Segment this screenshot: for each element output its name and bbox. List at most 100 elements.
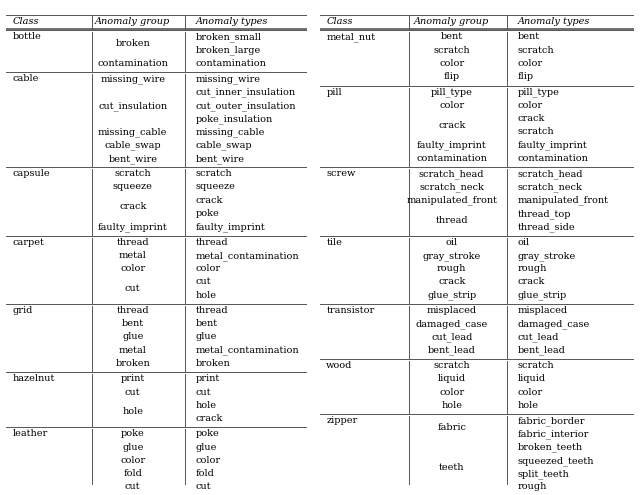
Text: color: color <box>518 59 543 68</box>
Text: scratch_neck: scratch_neck <box>419 183 484 192</box>
Text: hole: hole <box>196 291 217 299</box>
Text: glue_strip: glue_strip <box>518 291 567 300</box>
Text: scratch_head: scratch_head <box>518 169 583 179</box>
Text: metal: metal <box>119 251 147 260</box>
Text: hole: hole <box>441 401 462 410</box>
Text: bent_wire: bent_wire <box>108 154 157 164</box>
Text: scratch: scratch <box>518 361 554 370</box>
Text: hazelnut: hazelnut <box>12 374 55 383</box>
Text: color: color <box>518 101 543 110</box>
Text: thread: thread <box>196 238 228 247</box>
Text: crack: crack <box>438 121 465 130</box>
Text: manipulated_front: manipulated_front <box>518 196 609 205</box>
Text: cut: cut <box>125 284 141 293</box>
Text: cut_outer_insulation: cut_outer_insulation <box>196 101 296 110</box>
Text: contamination: contamination <box>196 59 267 68</box>
Text: capsule: capsule <box>12 169 50 178</box>
Text: broken: broken <box>196 359 230 368</box>
Text: zipper: zipper <box>326 416 358 425</box>
Text: poke: poke <box>121 429 145 439</box>
Text: broken: broken <box>115 359 150 368</box>
Text: faulty_imprint: faulty_imprint <box>518 141 588 150</box>
Text: pill: pill <box>326 88 342 97</box>
Text: contamination: contamination <box>416 154 487 163</box>
Text: fabric: fabric <box>437 423 466 432</box>
Text: scratch: scratch <box>433 361 470 370</box>
Text: crack: crack <box>196 196 223 205</box>
Text: faulty_imprint: faulty_imprint <box>196 222 266 232</box>
Text: gray_stroke: gray_stroke <box>422 251 481 260</box>
Text: screw: screw <box>326 169 356 178</box>
Text: split_teeth: split_teeth <box>518 469 570 479</box>
Text: Class: Class <box>326 16 353 26</box>
Text: Anomaly group: Anomaly group <box>95 16 170 26</box>
Text: cut_inner_insulation: cut_inner_insulation <box>196 88 296 97</box>
Text: bent_lead: bent_lead <box>518 346 566 355</box>
Text: metal_contamination: metal_contamination <box>196 251 300 260</box>
Text: color: color <box>196 264 221 273</box>
Text: scratch_head: scratch_head <box>419 169 484 179</box>
Text: print: print <box>196 374 220 383</box>
Text: thread: thread <box>116 238 149 247</box>
Text: fabric_border: fabric_border <box>518 416 585 426</box>
Text: scratch: scratch <box>433 46 470 55</box>
Text: cut_insulation: cut_insulation <box>98 101 167 110</box>
Text: bent: bent <box>196 319 218 328</box>
Text: manipulated_front: manipulated_front <box>406 196 497 205</box>
Text: color: color <box>439 101 464 110</box>
Text: rough: rough <box>518 483 547 492</box>
Text: Class: Class <box>12 16 39 26</box>
Text: color: color <box>439 388 464 396</box>
Text: crack: crack <box>196 414 223 423</box>
Text: fold: fold <box>196 469 215 478</box>
Text: cut: cut <box>196 483 212 492</box>
Text: scratch: scratch <box>115 169 151 178</box>
Text: contamination: contamination <box>518 154 588 163</box>
Text: glue_strip: glue_strip <box>427 291 476 300</box>
Text: broken_teeth: broken_teeth <box>518 443 582 452</box>
Text: broken: broken <box>115 39 150 48</box>
Text: cable_swap: cable_swap <box>196 141 253 150</box>
Text: thread_top: thread_top <box>518 209 571 219</box>
Text: bent: bent <box>518 33 540 42</box>
Text: cut: cut <box>196 277 212 287</box>
Text: metal_contamination: metal_contamination <box>196 346 300 355</box>
Text: missing_cable: missing_cable <box>98 127 168 137</box>
Text: misplaced: misplaced <box>427 306 477 315</box>
Text: crack: crack <box>438 277 465 287</box>
Text: cable: cable <box>12 74 39 83</box>
Text: scratch: scratch <box>518 46 554 55</box>
Text: liquid: liquid <box>438 374 466 383</box>
Text: fold: fold <box>124 469 142 478</box>
Text: leather: leather <box>12 429 47 439</box>
Text: damaged_case: damaged_case <box>415 319 488 329</box>
Text: contamination: contamination <box>97 59 168 68</box>
Text: thread_side: thread_side <box>518 222 575 232</box>
Text: tile: tile <box>326 238 342 247</box>
Text: carpet: carpet <box>12 238 44 247</box>
Text: cut: cut <box>125 388 141 396</box>
Text: scratch: scratch <box>196 169 232 178</box>
Text: color: color <box>518 388 543 396</box>
Text: bottle: bottle <box>12 33 41 42</box>
Text: hole: hole <box>518 401 539 410</box>
Text: pill_type: pill_type <box>518 88 559 97</box>
Text: glue: glue <box>122 443 143 451</box>
Text: thread: thread <box>116 306 149 315</box>
Text: oil: oil <box>445 238 458 247</box>
Text: crack: crack <box>518 277 545 287</box>
Text: cut: cut <box>125 483 141 492</box>
Text: damaged_case: damaged_case <box>518 319 590 329</box>
Text: scratch: scratch <box>518 127 554 137</box>
Text: metal_nut: metal_nut <box>326 33 376 42</box>
Text: wood: wood <box>326 361 353 370</box>
Text: color: color <box>120 264 145 273</box>
Text: cut: cut <box>196 388 212 396</box>
Text: poke_insulation: poke_insulation <box>196 114 273 124</box>
Text: crack: crack <box>119 202 147 211</box>
Text: missing_cable: missing_cable <box>196 127 265 137</box>
Text: metal: metal <box>119 346 147 355</box>
Text: pill_type: pill_type <box>431 88 473 97</box>
Text: misplaced: misplaced <box>518 306 568 315</box>
Text: transistor: transistor <box>326 306 374 315</box>
